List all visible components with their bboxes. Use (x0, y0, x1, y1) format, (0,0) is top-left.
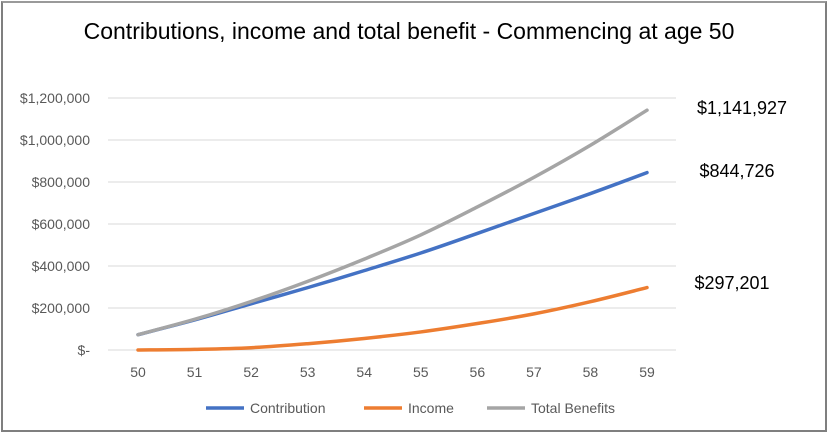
series-line-contribution (136, 170, 649, 337)
end-value-label: $844,726 (699, 161, 774, 181)
chart-title: Contributions, income and total benefit … (83, 18, 735, 44)
series-lines (136, 108, 649, 352)
x-tick-label: 52 (243, 364, 259, 380)
end-value-labels: $1,141,927 $844,726 $297,201 (694, 98, 787, 293)
legend-item-income[interactable]: Income (364, 400, 454, 416)
legend-item-total-benefits[interactable]: Total Benefits (487, 400, 615, 416)
x-tick-label: 58 (583, 364, 599, 380)
end-value-label: $1,141,927 (697, 98, 787, 118)
x-tick-label: 51 (187, 364, 203, 380)
x-tick-label: 53 (300, 364, 316, 380)
x-tick-label: 59 (639, 364, 655, 380)
end-value-label: $297,201 (694, 273, 769, 293)
y-tick-label: $200,000 (32, 300, 91, 316)
y-tick-label: $600,000 (32, 216, 91, 232)
x-axis-ticks: 50 51 52 53 54 55 56 57 58 59 (130, 364, 655, 380)
gridlines (108, 97, 676, 351)
x-tick-label: 57 (526, 364, 542, 380)
y-axis-ticks: $- $200,000 $400,000 $600,000 $800,000 $1,000… (20, 90, 90, 358)
y-tick-label: $1,200,000 (20, 90, 90, 106)
x-tick-label: 54 (356, 364, 372, 380)
x-tick-label: 55 (413, 364, 429, 380)
y-tick-label: $1,000,000 (20, 132, 90, 148)
x-tick-label: 50 (130, 364, 146, 380)
legend-label: Total Benefits (531, 400, 615, 416)
y-tick-label: $400,000 (32, 258, 91, 274)
y-tick-label: $800,000 (32, 174, 91, 190)
x-tick-label: 56 (470, 364, 486, 380)
legend: Contribution Income Total Benefits (206, 400, 615, 416)
legend-label: Income (408, 400, 454, 416)
legend-item-contribution[interactable]: Contribution (206, 400, 326, 416)
y-tick-label: $- (78, 342, 91, 358)
series-line-total-benefits (136, 108, 649, 337)
series-line-income (136, 285, 649, 352)
legend-label: Contribution (250, 400, 326, 416)
